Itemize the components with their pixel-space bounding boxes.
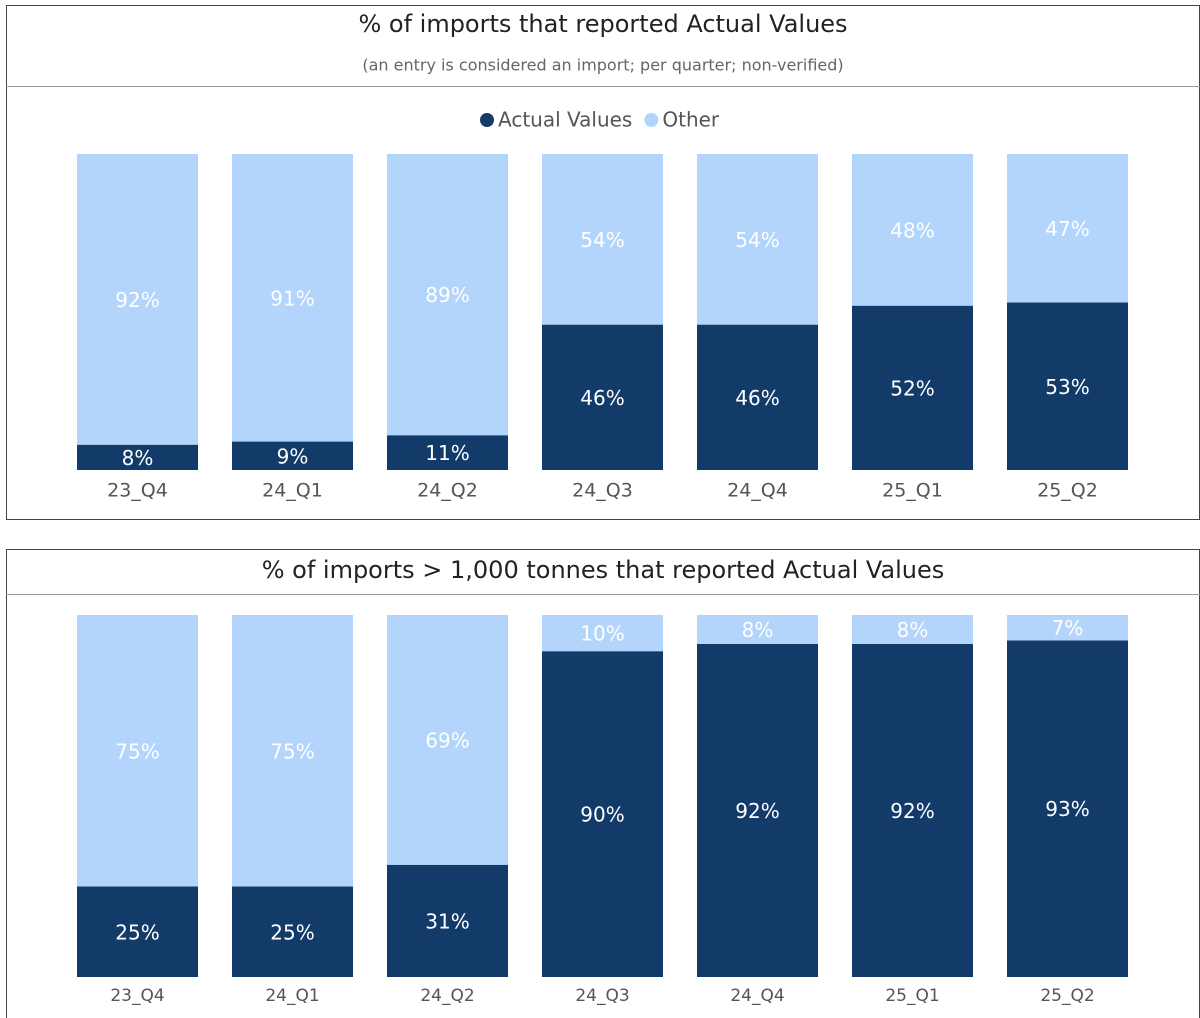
data-label: 52% [890, 376, 934, 400]
bar-segment [852, 643, 973, 977]
chart-title: % of imports that reported Actual Values [358, 10, 847, 38]
bar-segment [852, 305, 973, 470]
data-label: 54% [735, 228, 779, 252]
legend-marker [644, 113, 659, 127]
x-tick-label: 23_Q4 [110, 986, 164, 1006]
bar-segment [77, 615, 198, 887]
data-label: 93% [1045, 797, 1089, 821]
bar-segment [232, 441, 353, 470]
bar-segment [697, 154, 818, 325]
data-label: 92% [115, 288, 159, 312]
x-tick-label: 25_Q2 [1040, 986, 1094, 1006]
bar-segment [387, 154, 508, 436]
chart-title: % of imports > 1,000 tonnes that reporte… [262, 556, 945, 584]
chart-subtitle: (an entry is considered an import; per q… [362, 56, 843, 75]
x-tick-label: 25_Q1 [882, 480, 943, 502]
data-label: 8% [897, 618, 929, 642]
bar-segment [387, 615, 508, 865]
x-tick-label: 25_Q2 [1037, 480, 1098, 502]
bar-segment [1007, 640, 1128, 977]
bar-segment [1007, 302, 1128, 470]
data-label: 9% [277, 444, 309, 468]
data-label: 92% [735, 799, 779, 823]
x-tick-label: 24_Q3 [572, 480, 633, 502]
data-label: 89% [425, 283, 469, 307]
bar-segment [542, 154, 663, 325]
bar-segment [77, 154, 198, 445]
x-tick-label: 24_Q1 [262, 480, 323, 502]
x-tick-label: 24_Q4 [730, 986, 784, 1006]
bar-segment [77, 886, 198, 977]
x-tick-label: 24_Q3 [575, 986, 629, 1006]
x-tick-label: 24_Q4 [727, 480, 788, 502]
bar-segment [387, 435, 508, 470]
data-label: 90% [580, 803, 624, 827]
x-tick-label: 24_Q2 [417, 480, 478, 502]
bar-segment [542, 324, 663, 470]
data-label: 46% [735, 386, 779, 410]
data-label: 25% [115, 920, 159, 944]
data-label: 92% [890, 799, 934, 823]
bar-segment [542, 615, 663, 652]
x-tick-label: 25_Q1 [885, 986, 939, 1006]
data-label: 8% [742, 618, 774, 642]
bar-segment [77, 444, 198, 470]
bar-segment [1007, 154, 1128, 303]
legend-marker [480, 113, 494, 127]
legend-label: Other [662, 108, 720, 132]
data-label: 47% [1045, 217, 1089, 241]
bar-segment [232, 154, 353, 442]
bar-segment [542, 651, 663, 977]
x-tick-label: 24_Q1 [265, 986, 319, 1006]
bar-segment [1007, 615, 1128, 641]
bar-segment [232, 615, 353, 887]
bar-segment [697, 615, 818, 644]
data-label: 8% [122, 446, 154, 470]
x-tick-label: 24_Q2 [420, 986, 474, 1006]
data-label: 31% [425, 909, 469, 933]
data-label: 75% [115, 739, 159, 763]
data-label: 48% [890, 218, 934, 242]
data-label: 7% [1052, 616, 1084, 640]
data-label: 11% [425, 441, 469, 465]
legend-label: Actual Values [498, 108, 632, 132]
data-label: 46% [580, 386, 624, 410]
data-label: 25% [270, 920, 314, 944]
bar-segment [387, 864, 508, 977]
bar-segment [697, 643, 818, 977]
data-label: 69% [425, 728, 469, 752]
data-label: 75% [270, 739, 314, 763]
data-label: 53% [1045, 375, 1089, 399]
data-label: 10% [580, 622, 624, 646]
bar-segment [852, 615, 973, 644]
bar-segment [697, 324, 818, 470]
data-label: 54% [580, 228, 624, 252]
data-label: 91% [270, 286, 314, 310]
x-tick-label: 23_Q4 [107, 480, 168, 502]
bar-segment [232, 886, 353, 977]
bar-segment [852, 154, 973, 306]
